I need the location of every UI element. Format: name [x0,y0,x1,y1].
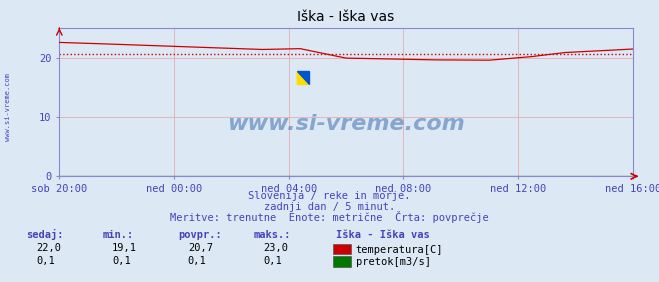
Text: 0,1: 0,1 [36,256,55,266]
Text: 22,0: 22,0 [36,243,61,253]
Text: Meritve: trenutne  Enote: metrične  Črta: povprečje: Meritve: trenutne Enote: metrične Črta: … [170,212,489,223]
Text: 0,1: 0,1 [112,256,130,266]
Text: 23,0: 23,0 [264,243,289,253]
Text: temperatura[C]: temperatura[C] [356,244,444,255]
Text: www.si-vreme.com: www.si-vreme.com [227,114,465,135]
Title: Iška - Iška vas: Iška - Iška vas [297,10,395,24]
Text: min.:: min.: [102,230,133,240]
Polygon shape [297,71,308,85]
Text: Slovenija / reke in morje.: Slovenija / reke in morje. [248,191,411,201]
Text: maks.:: maks.: [254,230,291,240]
Text: 20,7: 20,7 [188,243,213,253]
Text: zadnji dan / 5 minut.: zadnji dan / 5 minut. [264,202,395,212]
Text: pretok[m3/s]: pretok[m3/s] [356,257,431,267]
Text: 19,1: 19,1 [112,243,137,253]
Text: www.si-vreme.com: www.si-vreme.com [5,73,11,141]
Text: povpr.:: povpr.: [178,230,221,240]
Text: 0,1: 0,1 [188,256,206,266]
Text: Iška - Iška vas: Iška - Iška vas [336,230,430,240]
Polygon shape [297,71,308,85]
Text: 0,1: 0,1 [264,256,282,266]
Text: sedaj:: sedaj: [26,229,64,240]
